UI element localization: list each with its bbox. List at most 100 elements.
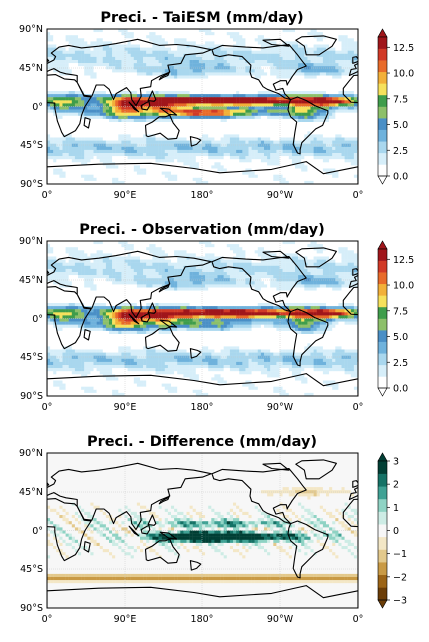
grid-cell bbox=[319, 115, 324, 120]
grid-cell bbox=[304, 128, 308, 132]
grid-cell bbox=[53, 75, 57, 79]
grid-cell bbox=[251, 94, 255, 98]
grid-cell bbox=[96, 177, 100, 182]
grid-cell bbox=[167, 47, 172, 51]
grid-cell bbox=[140, 153, 144, 157]
grid-cell bbox=[344, 118, 348, 123]
grid-cell bbox=[189, 159, 193, 163]
grid-cell bbox=[233, 171, 237, 175]
grid-cell bbox=[99, 149, 103, 154]
grid-cell bbox=[273, 29, 277, 33]
grid-cell bbox=[202, 94, 206, 98]
grid-cell bbox=[251, 32, 255, 36]
grid-cell bbox=[239, 47, 243, 51]
grid-cell bbox=[158, 29, 162, 33]
grid-cell bbox=[347, 60, 351, 64]
grid-cell bbox=[291, 171, 296, 175]
grid-cell bbox=[211, 97, 215, 101]
grid-cell bbox=[62, 53, 66, 58]
grid-cell bbox=[279, 44, 283, 48]
grid-cell bbox=[208, 72, 212, 76]
grid-cell bbox=[298, 53, 302, 58]
grid-cell bbox=[124, 112, 128, 116]
grid-cell bbox=[47, 109, 51, 113]
grid-cell bbox=[205, 35, 209, 39]
grid-cell bbox=[59, 140, 63, 144]
grid-cell bbox=[270, 106, 274, 110]
grid-cell bbox=[236, 128, 240, 132]
grid-cell bbox=[62, 81, 66, 85]
grid-cell bbox=[291, 35, 296, 39]
grid-cell bbox=[264, 140, 268, 144]
grid-cell bbox=[155, 112, 159, 116]
grid-cell bbox=[186, 94, 190, 98]
grid-cell bbox=[167, 143, 172, 147]
grid-cell bbox=[279, 109, 283, 113]
grid-cell bbox=[158, 94, 162, 98]
grid-cell bbox=[84, 78, 88, 82]
grid-cell bbox=[174, 32, 178, 36]
grid-cell bbox=[146, 137, 150, 141]
grid-cell bbox=[78, 56, 82, 61]
grid-cell bbox=[276, 94, 280, 98]
grid-cell bbox=[47, 87, 51, 92]
grid-cell bbox=[229, 35, 234, 39]
grid-cell bbox=[62, 118, 66, 123]
grid-cell bbox=[254, 66, 258, 70]
grid-cell bbox=[205, 94, 209, 98]
grid-cell bbox=[316, 131, 320, 135]
grid-cell bbox=[102, 115, 107, 120]
grid-cell bbox=[326, 143, 330, 147]
grid-cell bbox=[260, 118, 265, 123]
grid-cell bbox=[171, 115, 175, 120]
grid-cell bbox=[59, 143, 63, 147]
grid-cell bbox=[310, 56, 314, 61]
grid-cell bbox=[93, 53, 97, 58]
grid-cell bbox=[291, 81, 296, 85]
grid-cell bbox=[245, 84, 249, 89]
grid-cell bbox=[93, 103, 97, 107]
grid-cell bbox=[192, 50, 196, 54]
grid-cell bbox=[65, 47, 69, 51]
grid-cell bbox=[248, 56, 252, 61]
grid-cell bbox=[338, 125, 342, 129]
grid-cell bbox=[152, 44, 156, 48]
grid-cell bbox=[251, 156, 255, 160]
grid-cell bbox=[109, 81, 113, 85]
grid-cell bbox=[242, 47, 246, 51]
grid-cell bbox=[304, 156, 308, 160]
grid-cell bbox=[291, 78, 296, 82]
grid-cell bbox=[127, 134, 131, 138]
grid-cell bbox=[146, 38, 150, 42]
grid-cell bbox=[310, 112, 314, 116]
grid-cell bbox=[295, 87, 299, 92]
grid-cell bbox=[183, 177, 187, 182]
grid-cell bbox=[140, 122, 144, 126]
grid-cell bbox=[136, 131, 141, 135]
grid-cell bbox=[347, 174, 351, 178]
grid-cell bbox=[276, 115, 280, 120]
grid-cell bbox=[298, 63, 302, 67]
grid-cell bbox=[233, 100, 237, 104]
grid-cell bbox=[220, 131, 224, 135]
grid-cell bbox=[322, 153, 327, 157]
grid-cell bbox=[84, 75, 88, 79]
grid-cell bbox=[65, 29, 69, 33]
grid-cell bbox=[226, 60, 231, 64]
grid-cell bbox=[198, 66, 203, 70]
grid-cell bbox=[239, 81, 243, 85]
grid-cell bbox=[226, 50, 231, 54]
grid-cell bbox=[171, 122, 175, 126]
grid-cell bbox=[322, 72, 327, 76]
grid-cell bbox=[291, 50, 296, 54]
grid-cell bbox=[226, 174, 231, 178]
grid-cell bbox=[161, 41, 165, 45]
grid-cell bbox=[208, 122, 212, 126]
grid-cell bbox=[251, 106, 255, 110]
grid-cell bbox=[99, 118, 103, 123]
grid-cell bbox=[257, 41, 262, 45]
grid-cell bbox=[298, 38, 302, 42]
grid-cell bbox=[164, 159, 169, 163]
grid-cell bbox=[239, 32, 243, 36]
grid-cell bbox=[65, 60, 69, 64]
